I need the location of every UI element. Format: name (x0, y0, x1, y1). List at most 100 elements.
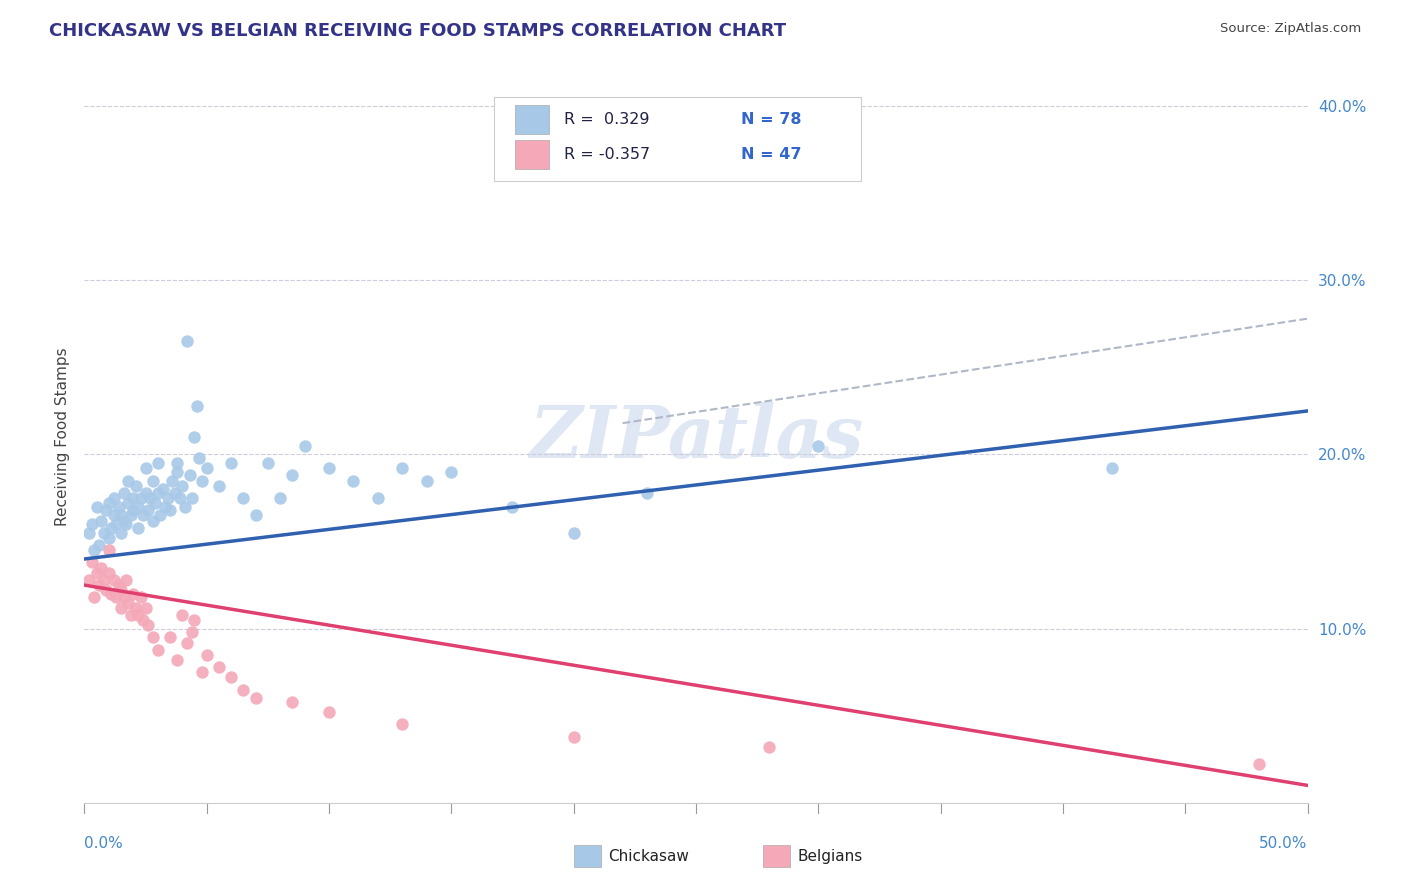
Point (125, 600, 148, 615)
Text: CHICKASAW VS BELGIAN RECEIVING FOOD STAMPS CORRELATION CHART: CHICKASAW VS BELGIAN RECEIVING FOOD STAM… (49, 22, 786, 40)
Point (93, 525, 115, 540)
Text: Belgians: Belgians (797, 848, 863, 863)
Point (195, 648, 218, 662)
Point (440, 465, 463, 479)
Text: R =  0.329: R = 0.329 (564, 112, 650, 127)
Point (112, 591, 135, 605)
Point (87, 578, 110, 592)
Point (245, 691, 267, 706)
Point (257, 456, 280, 470)
Point (127, 521, 149, 535)
Text: Source: ZipAtlas.com: Source: ZipAtlas.com (1220, 22, 1361, 36)
Point (120, 607, 142, 622)
Point (97, 543, 120, 558)
Text: 0.0%: 0.0% (84, 836, 124, 851)
Point (122, 503, 145, 517)
Point (120, 508, 142, 523)
Point (110, 583, 132, 598)
Point (318, 461, 340, 475)
Point (245, 508, 267, 523)
Point (107, 578, 129, 592)
Point (87, 538, 110, 552)
Point (97, 496, 120, 510)
Point (83, 591, 105, 605)
Point (191, 474, 214, 488)
Text: ZIPatlas: ZIPatlas (529, 401, 863, 473)
Point (191, 665, 214, 680)
Text: N = 47: N = 47 (741, 147, 801, 162)
Point (181, 625, 204, 640)
Point (181, 491, 204, 505)
Point (281, 468, 304, 483)
Point (149, 508, 172, 523)
Point (562, 525, 585, 540)
Point (127, 500, 149, 514)
Point (153, 500, 176, 514)
FancyBboxPatch shape (515, 140, 550, 169)
Point (90, 514, 112, 528)
Point (100, 521, 122, 535)
Point (342, 474, 364, 488)
Point (80, 517, 103, 532)
Point (636, 485, 658, 500)
Point (129, 491, 152, 505)
Point (96, 503, 118, 517)
Point (166, 465, 188, 479)
Point (77, 525, 100, 540)
FancyBboxPatch shape (763, 846, 790, 867)
Point (219, 456, 242, 470)
Point (208, 660, 231, 674)
Point (96, 583, 118, 598)
Point (117, 595, 139, 609)
Y-axis label: Receiving Food Stamps: Receiving Food Stamps (55, 348, 70, 526)
Point (103, 491, 125, 505)
Point (367, 491, 389, 505)
Point (159, 631, 181, 645)
Point (179, 468, 201, 483)
Point (195, 461, 218, 475)
Point (103, 508, 125, 523)
Point (115, 573, 138, 587)
Point (807, 439, 830, 453)
Point (136, 503, 159, 517)
Point (186, 399, 208, 413)
Point (125, 479, 148, 493)
Point (107, 500, 129, 514)
Point (391, 717, 413, 731)
Point (97, 566, 120, 580)
Point (105, 517, 128, 532)
Point (122, 491, 145, 505)
Point (391, 461, 413, 475)
Point (172, 479, 194, 493)
Point (1247, 757, 1270, 772)
Point (208, 479, 231, 493)
Point (162, 474, 184, 488)
Point (139, 491, 162, 505)
Point (127, 607, 149, 622)
Point (83, 543, 105, 558)
Point (103, 573, 125, 587)
Point (281, 695, 304, 709)
Point (86, 500, 108, 514)
Point (176, 635, 198, 649)
Point (142, 514, 165, 528)
Point (90, 560, 112, 574)
Point (232, 682, 254, 697)
FancyBboxPatch shape (574, 846, 600, 867)
Point (172, 607, 194, 622)
Point (232, 491, 254, 505)
Point (110, 600, 132, 615)
Point (562, 730, 585, 744)
Point (142, 631, 165, 645)
Point (142, 474, 165, 488)
FancyBboxPatch shape (515, 104, 550, 134)
Point (112, 485, 135, 500)
Point (502, 500, 524, 514)
FancyBboxPatch shape (494, 97, 860, 181)
Text: 50.0%: 50.0% (1260, 836, 1308, 851)
Text: N = 78: N = 78 (741, 112, 801, 127)
Point (156, 491, 179, 505)
Point (146, 642, 169, 657)
Point (136, 618, 159, 632)
Point (173, 500, 195, 514)
